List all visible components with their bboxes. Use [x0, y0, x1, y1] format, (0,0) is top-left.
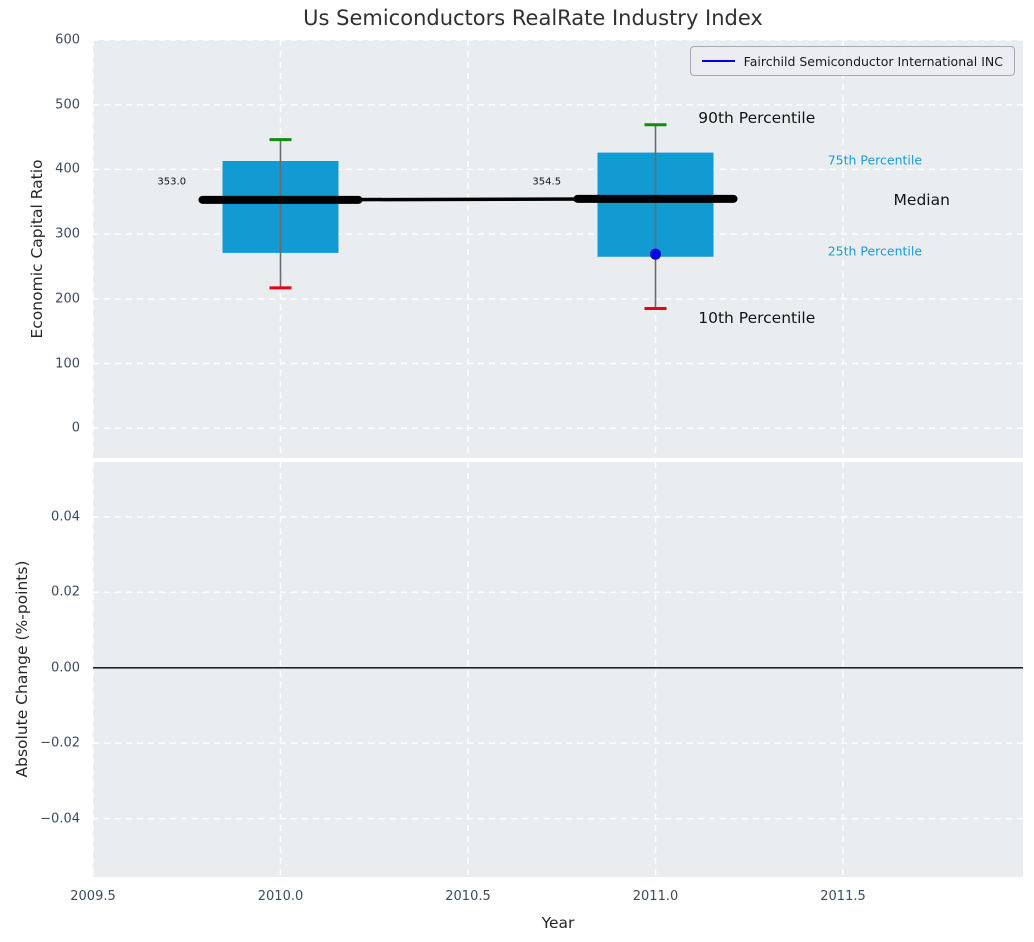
annotation-10th-percentile: 10th Percentile — [698, 308, 816, 327]
x-tick-label: 2011.5 — [820, 889, 866, 904]
chart-title: Us Semiconductors RealRate Industry Inde… — [303, 6, 763, 30]
x-axis-label: Year — [541, 914, 575, 932]
y-tick-label: 0 — [71, 420, 80, 436]
legend-box: Fairchild Semiconductor International IN… — [689, 46, 1015, 76]
y-tick-label: 100 — [55, 356, 80, 372]
y-tick-label: 0.02 — [51, 584, 80, 600]
y-tick-label: 200 — [55, 291, 80, 307]
y-tick-label: 300 — [55, 226, 80, 242]
y-tick-label: −0.04 — [40, 811, 80, 827]
y-tick-label: −0.02 — [40, 735, 80, 751]
annotation-354-5: 354.5 — [532, 176, 562, 188]
top-y-axis-label: Economic Capital Ratio — [28, 159, 46, 339]
y-tick-label: 600 — [55, 32, 80, 48]
company-point-2011 — [650, 248, 661, 260]
y-tick-label: 400 — [55, 161, 80, 177]
y-tick-label: 0.04 — [51, 509, 80, 525]
annotation-353-0: 353.0 — [157, 176, 187, 188]
x-tick-label: 2010.0 — [257, 889, 304, 904]
y-tick-label: 500 — [55, 97, 80, 113]
annotation-25th-percentile: 25th Percentile — [827, 243, 923, 259]
annotation-median: Median — [893, 190, 950, 209]
legend-label: Fairchild Semiconductor International IN… — [743, 53, 1003, 69]
y-tick-label: 0.00 — [51, 660, 80, 676]
x-tick-label: 2011.0 — [632, 889, 679, 904]
bottom-plot-area — [93, 462, 1023, 877]
bottom-y-axis-label: Absolute Change (%-points) — [13, 560, 31, 778]
annotation-75th-percentile: 75th Percentile — [827, 152, 923, 168]
annotation-90th-percentile: 90th Percentile — [698, 108, 816, 127]
x-tick-label: 2010.5 — [445, 889, 491, 904]
x-tick-label: 2009.5 — [70, 889, 116, 904]
legend-line-sample — [701, 59, 735, 63]
